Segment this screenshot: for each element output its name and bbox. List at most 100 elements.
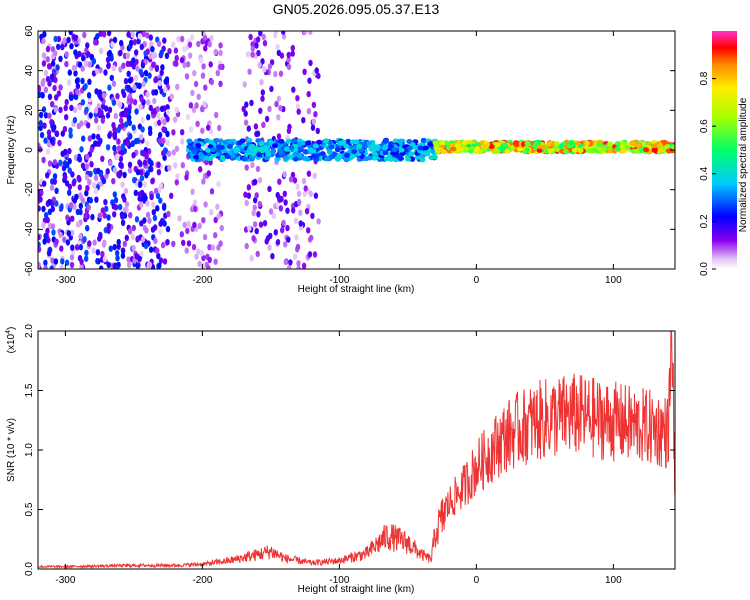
spectrogram-cell — [135, 236, 140, 243]
spectrogram-cell — [112, 191, 118, 198]
spectrogram-cell — [574, 140, 581, 146]
spectrogram-cell — [54, 238, 59, 245]
spectrogram-cell — [117, 203, 123, 211]
spectrogram-cell — [251, 235, 256, 242]
spectrogram-cell — [394, 153, 401, 159]
spectrogram-cell — [74, 77, 80, 85]
spectrogram-cell — [160, 64, 165, 71]
spectrogram-cell — [306, 108, 312, 115]
spectrogram-cell — [38, 84, 41, 92]
spectrogram-cell — [262, 220, 268, 227]
snr-x-tick-label: 100 — [605, 575, 622, 586]
spectrogram-cell — [187, 52, 193, 59]
spectrogram-cell — [166, 210, 171, 218]
spectrogram-cell — [629, 141, 636, 147]
spectrogram-cell — [119, 39, 124, 47]
spectrogram-cell — [47, 93, 53, 101]
spectrogram-cell — [107, 106, 113, 114]
spectrogram-cell — [311, 118, 317, 125]
spectrogram-cell — [166, 150, 172, 157]
spectrogram-cell — [249, 143, 256, 149]
spectrogram-cell — [279, 195, 284, 203]
spectrogram-cell — [433, 141, 439, 147]
spectrogram-cell — [524, 141, 531, 147]
spectrogram-cell — [614, 141, 621, 147]
spectrogram-cell — [38, 91, 42, 98]
spectrogram-cell — [49, 73, 55, 80]
spectrogram-cell — [127, 161, 133, 168]
spectrogram-cell — [151, 209, 156, 216]
spectrogram-cell — [190, 188, 195, 195]
spectrogram-cell — [127, 228, 133, 235]
spectrogram-cell — [67, 157, 72, 165]
spectrogram-cell — [286, 127, 292, 134]
spectrogram-cell — [93, 174, 99, 182]
spectrogram-cell — [278, 104, 283, 112]
spectrogram-cell — [49, 118, 54, 126]
spectrogram-cell — [657, 148, 664, 153]
spectrogram-cell — [151, 108, 156, 115]
spectrogram-cell — [102, 212, 107, 219]
spectrogram-cell — [78, 202, 84, 210]
spectrogram-cell — [91, 58, 97, 65]
spectrogram-cell — [71, 180, 77, 187]
spectrogram-cell — [59, 204, 64, 211]
spectrogram-cell — [70, 229, 75, 237]
snr-x-label: Height of straight line (km) — [298, 584, 415, 595]
spectrogram-cell — [58, 231, 63, 239]
spectrogram-cell — [171, 240, 176, 248]
spectrogram-cell — [166, 109, 171, 116]
spectrogram-cell — [310, 212, 315, 220]
spectrogram-y-tick-label: 60 — [24, 25, 35, 37]
spectrogram-cell — [664, 144, 671, 150]
spectrogram-cell — [85, 225, 90, 232]
spectrogram-cell — [494, 148, 501, 154]
spectrogram-cell — [209, 35, 214, 42]
spectrogram-cell — [58, 84, 63, 91]
spectrogram-cell — [294, 234, 299, 241]
spectrogram-cell — [201, 63, 206, 70]
spectrogram-cell — [203, 84, 208, 91]
spectrogram-cell — [298, 209, 303, 216]
spectrogram-cell — [303, 185, 308, 192]
snr-panel: -300 -200 -100 0 100 0.0 0.5 1.0 1.5 2.0 Height … — [5, 324, 676, 595]
spectrogram-cell — [66, 36, 71, 44]
snr-exponent-close: ) — [6, 327, 17, 330]
spectrogram-cell — [310, 148, 317, 154]
spectrogram-cell — [254, 42, 259, 49]
spectrogram-cell — [89, 146, 94, 153]
spectrogram-cell — [62, 126, 68, 133]
figure-title: GN05.2026.095.05.37.E13 — [273, 1, 440, 17]
snr-y-tick-label: 2.0 — [24, 324, 35, 338]
spectrogram-cell — [218, 80, 223, 88]
spectrogram-cell — [145, 140, 150, 147]
spectrogram-cell — [87, 78, 92, 86]
spectrogram-cell — [53, 50, 58, 57]
spectrogram-cell — [76, 221, 81, 228]
spectrogram-cell — [45, 75, 51, 83]
spectrogram-cell — [261, 33, 266, 41]
spectrogram-cell — [41, 156, 46, 164]
spectrogram-cell — [135, 168, 141, 176]
spectrogram-x-tick-label: 0 — [474, 275, 480, 286]
spectrogram-cell — [449, 142, 456, 148]
spectrogram-y-axis: -60 -40 -20 0 20 40 60 — [24, 25, 675, 276]
spectrogram-cell — [278, 138, 285, 144]
spectrogram-cell — [198, 166, 203, 173]
spectrogram-cell — [162, 119, 167, 126]
spectrogram-cell — [268, 208, 274, 215]
spectrogram-cell — [461, 140, 468, 146]
spectrogram-cell — [200, 262, 206, 269]
spectrogram-cell — [79, 258, 84, 265]
spectrogram-cell — [150, 178, 155, 185]
spectrogram-cell — [122, 196, 127, 203]
spectrogram-cell — [108, 159, 113, 167]
spectrogram-cell — [69, 254, 75, 261]
spectrogram-cell — [97, 107, 102, 115]
spectrogram-y-tick-label: -60 — [24, 261, 35, 276]
spectrogram-cell — [536, 148, 543, 153]
spectrogram-cell — [245, 51, 251, 58]
spectrogram-cell — [247, 224, 252, 232]
spectrogram-cell — [39, 131, 45, 139]
spectrogram-cell — [92, 182, 97, 189]
